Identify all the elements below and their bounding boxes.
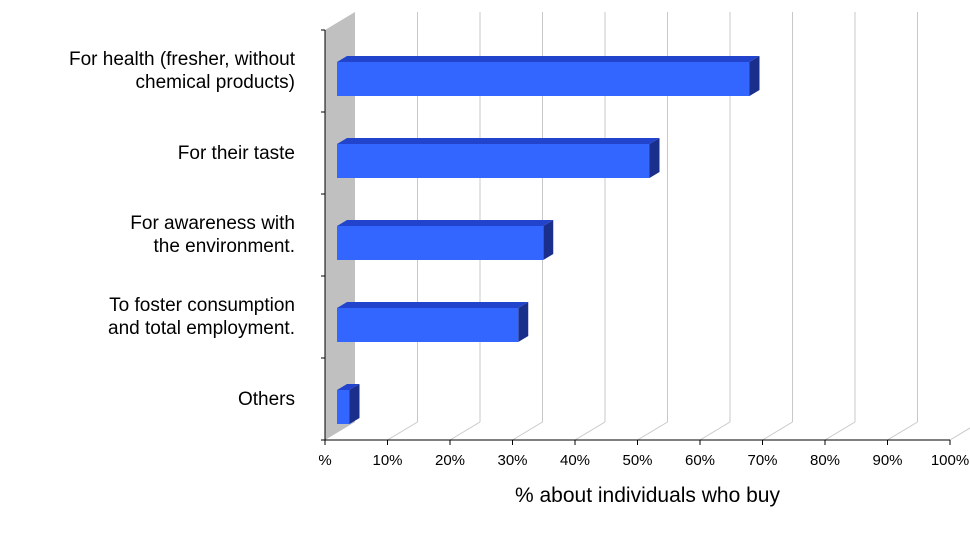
floor-gridline <box>512 421 543 441</box>
floor-gridline <box>949 427 970 441</box>
bar <box>337 62 750 96</box>
category-label: For health (fresher, without chemical pr… <box>69 49 295 93</box>
category-label: For awareness with the environment. <box>130 213 295 257</box>
x-tick-label: 10% <box>372 452 402 469</box>
floor-gridline <box>699 421 731 441</box>
bar-top <box>337 138 660 144</box>
bar-side <box>749 56 760 96</box>
x-tick-label: 20% <box>435 452 465 469</box>
bar-top <box>337 302 529 308</box>
floor-gridline <box>887 421 918 441</box>
x-tick-label: 40% <box>560 452 590 469</box>
category-label: For their taste <box>177 142 295 164</box>
floor-gridline <box>637 421 668 441</box>
bar-top <box>337 220 554 226</box>
bar-side <box>349 384 360 424</box>
x-tick-label: % <box>318 452 331 469</box>
floor-gridline <box>387 421 418 441</box>
bar-side <box>543 220 554 260</box>
category-label: Others <box>237 388 295 410</box>
x-tick-label: 30% <box>497 452 527 469</box>
bar-top <box>337 56 760 62</box>
x-tick-label: 80% <box>810 452 840 469</box>
bar <box>337 226 544 260</box>
x-tick-label: 70% <box>747 452 777 469</box>
x-tick-label: 90% <box>872 452 902 469</box>
bar-top <box>337 384 360 390</box>
x-tick-label: 100% <box>931 452 969 469</box>
x-tick-label: 50% <box>622 452 652 469</box>
bar-side <box>518 302 529 342</box>
x-axis-title: % about individuals who buy <box>514 484 780 507</box>
x-axis-title-container: % about individuals who buy <box>325 484 970 508</box>
floor-gridline <box>574 421 606 441</box>
floor-gridline <box>824 421 856 441</box>
category-label: To foster consumption and total employme… <box>108 295 295 339</box>
bar-side <box>649 138 660 178</box>
bar <box>337 390 350 424</box>
x-tick-label: 60% <box>685 452 715 469</box>
bar <box>337 144 650 178</box>
floor-gridline <box>762 421 793 441</box>
bar <box>337 308 519 342</box>
floor-gridline <box>449 421 481 441</box>
